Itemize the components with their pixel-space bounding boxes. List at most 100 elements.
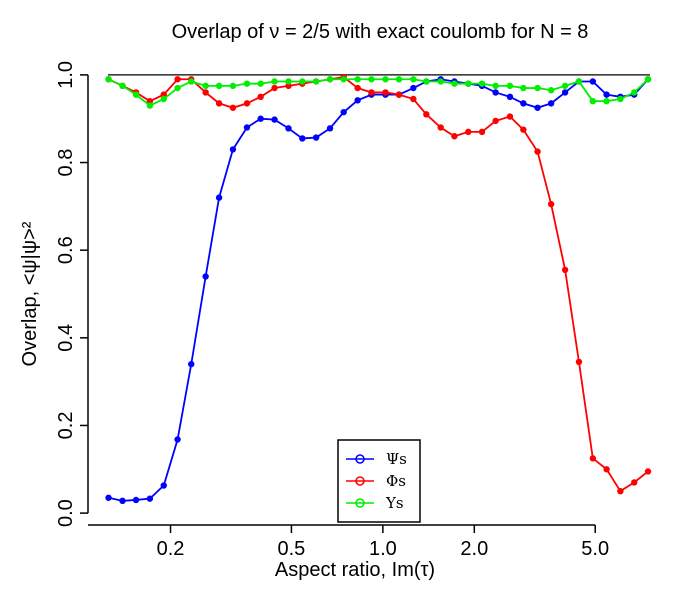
data-point <box>285 78 292 85</box>
data-point <box>229 82 237 90</box>
data-point <box>285 82 292 90</box>
data-point <box>644 76 652 83</box>
x-tick-label: 5.0 <box>581 538 609 560</box>
data-point <box>174 76 181 83</box>
data-point <box>644 468 652 475</box>
x-axis-label: Aspect ratio, Im(τ) <box>275 559 435 581</box>
data-point <box>575 358 583 366</box>
data-point <box>506 93 514 101</box>
data-point <box>105 76 112 83</box>
legend-marker <box>355 454 365 464</box>
data-point <box>354 84 361 92</box>
data-point <box>437 78 444 85</box>
data-point <box>188 360 195 368</box>
data-point <box>243 100 251 107</box>
data-point <box>368 89 375 96</box>
data-point <box>354 97 361 104</box>
data-point <box>299 135 306 142</box>
data-point <box>202 89 209 96</box>
data-point <box>202 273 209 280</box>
data-point <box>340 108 347 116</box>
data-point <box>229 146 237 153</box>
legend-label: Υs <box>385 494 404 512</box>
data-point <box>631 479 638 486</box>
series-line <box>108 78 649 502</box>
data-point <box>465 128 472 136</box>
data-point <box>410 84 417 92</box>
data-point <box>617 487 624 495</box>
data-point <box>478 80 486 87</box>
data-point <box>160 482 167 489</box>
data-point <box>395 91 403 98</box>
data-point <box>589 455 597 462</box>
data-point <box>451 80 458 87</box>
data-point <box>146 495 154 502</box>
data-point <box>561 266 569 274</box>
data-point <box>589 97 597 105</box>
y-axis-label: Overlap, <ψ|ψ>² <box>19 221 41 366</box>
data-point <box>534 148 541 155</box>
data-point <box>202 82 209 90</box>
x-tick-label: 0.5 <box>278 538 306 560</box>
data-point <box>547 200 555 208</box>
data-point <box>478 128 486 136</box>
y-tick-label: 0.2 <box>55 412 77 440</box>
data-point <box>119 82 126 90</box>
data-point <box>285 125 292 132</box>
data-point <box>174 84 181 92</box>
data-point <box>547 100 555 107</box>
data-point <box>589 78 597 85</box>
x-tick-label: 1.0 <box>369 538 397 560</box>
data-point <box>520 100 527 107</box>
data-point <box>257 80 264 87</box>
data-point <box>146 102 154 109</box>
data-point <box>188 78 195 85</box>
data-point <box>119 497 126 505</box>
data-point <box>492 82 499 90</box>
series-line <box>108 76 649 493</box>
data-point <box>492 117 499 125</box>
y-tick-label: 1.0 <box>55 61 77 89</box>
data-point <box>506 113 514 120</box>
data-point <box>243 124 251 131</box>
data-point <box>451 133 458 140</box>
data-point <box>257 115 264 122</box>
data-point <box>340 76 347 83</box>
data-point <box>423 111 430 118</box>
data-point <box>520 126 527 133</box>
data-point <box>271 116 278 123</box>
data-point <box>631 89 638 96</box>
y-tick-label: 0.4 <box>55 324 77 352</box>
data-point <box>271 84 278 92</box>
data-point <box>423 78 430 85</box>
data-point <box>299 78 306 85</box>
y-tick-label: 0.0 <box>55 499 77 527</box>
data-point <box>547 87 555 94</box>
legend-label: Ψs <box>386 450 407 468</box>
data-point <box>243 80 251 87</box>
legend-label: Φs <box>386 472 406 490</box>
data-point <box>561 82 569 90</box>
data-point <box>215 194 223 201</box>
legend-marker <box>355 476 365 486</box>
data-point <box>271 78 278 85</box>
x-tick-label: 2.0 <box>460 538 488 560</box>
x-tick-label: 0.2 <box>157 538 185 560</box>
data-point <box>160 91 167 98</box>
data-point <box>465 80 472 87</box>
data-point <box>215 82 223 90</box>
chart-title: Overlap of ν = 2/5 with exact coulomb fo… <box>172 21 589 43</box>
data-point <box>520 84 527 92</box>
data-point <box>395 76 403 83</box>
data-point <box>312 134 320 141</box>
data-point <box>603 97 610 105</box>
data-point <box>534 104 541 111</box>
data-point <box>506 82 514 90</box>
data-point <box>382 89 389 96</box>
data-point <box>354 76 361 83</box>
data-point <box>174 436 181 443</box>
data-point <box>160 95 167 103</box>
data-point <box>132 496 140 504</box>
data-point <box>257 93 264 101</box>
